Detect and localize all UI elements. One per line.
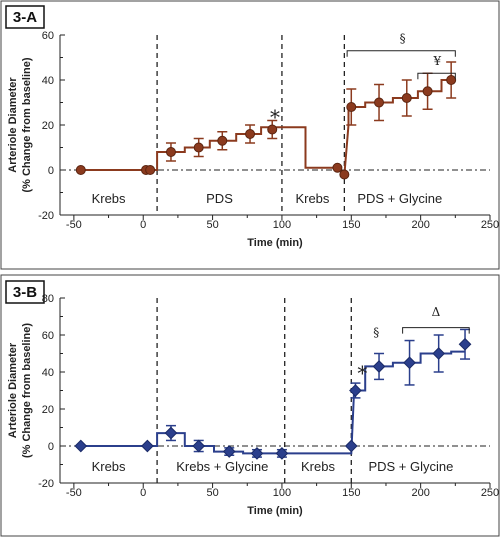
data-point — [74, 439, 88, 453]
significance-mark: * — [270, 105, 280, 129]
data-point — [372, 360, 386, 373]
data-point — [275, 447, 289, 460]
y-tick-label: -20 — [38, 478, 54, 490]
y-tick-label: 60 — [42, 30, 54, 42]
data-point — [193, 142, 204, 153]
x-tick-label: 250 — [481, 487, 499, 499]
data-point — [222, 445, 236, 458]
data-point — [250, 447, 264, 460]
panel-a-group: 3-A -20 0 20 40 60 -50 0 50 100 150 200 250 Time (min… — [0, 0, 500, 270]
significance-bracket — [417, 72, 456, 80]
significance-mark: ¥ — [432, 54, 441, 68]
data-point — [344, 439, 358, 453]
y-tick-label: -20 — [38, 210, 54, 222]
region-label: Krebs — [92, 191, 126, 206]
data-point — [245, 129, 256, 139]
significance-mark: § — [373, 326, 379, 340]
x-tick-label: 250 — [481, 219, 499, 231]
data-point — [403, 356, 416, 370]
x-tick-label: 100 — [273, 487, 291, 499]
x-tick-label: 50 — [206, 487, 218, 499]
panel-label: 3-B — [13, 284, 37, 301]
significance-bracket — [346, 50, 456, 57]
panel-label-box — [5, 280, 45, 304]
region-label: PDS — [206, 191, 233, 206]
x-tick-label: -50 — [66, 219, 82, 231]
series-line — [80, 79, 452, 177]
x-axis-title: Time (min) — [247, 505, 303, 517]
data-point — [165, 147, 176, 157]
data-point — [374, 97, 385, 108]
y-tick-label: 80 — [42, 293, 54, 305]
significance-mark: Δ — [432, 305, 441, 319]
y-axis-title: (% Change from baseline) — [21, 323, 33, 458]
data-point — [349, 384, 362, 397]
x-tick-label: 200 — [411, 219, 429, 231]
y-tick-label: 20 — [42, 404, 54, 416]
region-label: Krebs — [92, 459, 126, 474]
panel-label-box — [5, 5, 45, 29]
x-tick-label: 200 — [411, 487, 429, 499]
data-point — [446, 75, 457, 85]
panel-b-group: 3-B -20 0 20 40 60 80 -50 0 50 100 150 200 250 Time (m… — [0, 274, 500, 537]
y-tick-label: 40 — [42, 367, 54, 379]
data-point — [145, 165, 156, 175]
significance-mark: § — [400, 31, 406, 45]
x-tick-label: 150 — [342, 487, 360, 499]
y-axis-title: Arteriole Diameter — [7, 342, 19, 438]
region-label: PDS + Glycine — [357, 191, 442, 206]
significance-mark: * — [357, 361, 367, 385]
data-point — [141, 439, 154, 453]
data-point — [458, 337, 472, 351]
data-point — [422, 86, 433, 97]
panel-label: 3-A — [13, 9, 37, 26]
y-tick-label: 0 — [48, 441, 54, 453]
region-label: Krebs — [301, 459, 335, 474]
data-point — [217, 135, 228, 146]
x-tick-label: 150 — [342, 219, 360, 231]
x-axis-title: Time (min) — [247, 237, 303, 249]
x-tick-label: 100 — [273, 219, 291, 231]
data-point — [192, 439, 206, 453]
x-tick-label: 0 — [140, 219, 146, 231]
data-point — [164, 426, 178, 440]
y-axis-title: (% Change from baseline) — [21, 57, 33, 192]
region-label: Krebs — [295, 191, 329, 206]
data-point — [401, 93, 412, 103]
y-tick-label: 40 — [42, 75, 54, 87]
panel-frame — [0, 274, 500, 537]
region-label: PDS + Glycine — [368, 459, 453, 474]
x-tick-label: -50 — [66, 487, 82, 499]
x-tick-label: 50 — [206, 219, 218, 231]
data-point — [346, 102, 357, 112]
region-label: Krebs + Glycine — [176, 459, 268, 474]
data-point — [339, 169, 350, 180]
y-tick-label: 0 — [48, 165, 54, 177]
data-point — [432, 347, 446, 360]
data-point — [267, 124, 278, 135]
data-point — [75, 165, 86, 175]
y-tick-label: 60 — [42, 330, 54, 342]
data-point — [332, 162, 343, 173]
x-tick-label: 0 — [140, 487, 146, 499]
y-tick-label: 20 — [42, 120, 54, 132]
y-axis-title: Arteriole Diameter — [7, 77, 19, 173]
series-line — [80, 350, 465, 455]
panel-frame — [0, 0, 500, 270]
significance-bracket — [402, 327, 470, 334]
